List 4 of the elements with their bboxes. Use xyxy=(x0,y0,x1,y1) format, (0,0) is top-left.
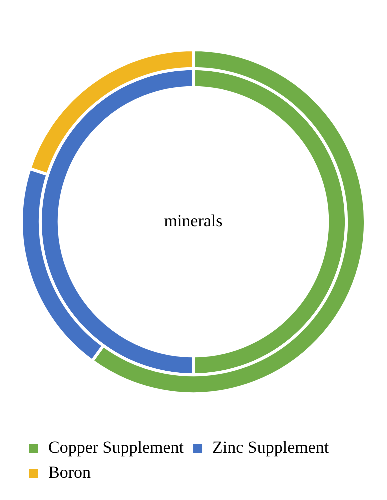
legend-label: Copper Supplement xyxy=(48,438,184,457)
legend-label: Zinc Supplement xyxy=(212,438,330,457)
legend-label: Boron xyxy=(48,462,92,482)
text: minerals xyxy=(164,211,223,230)
